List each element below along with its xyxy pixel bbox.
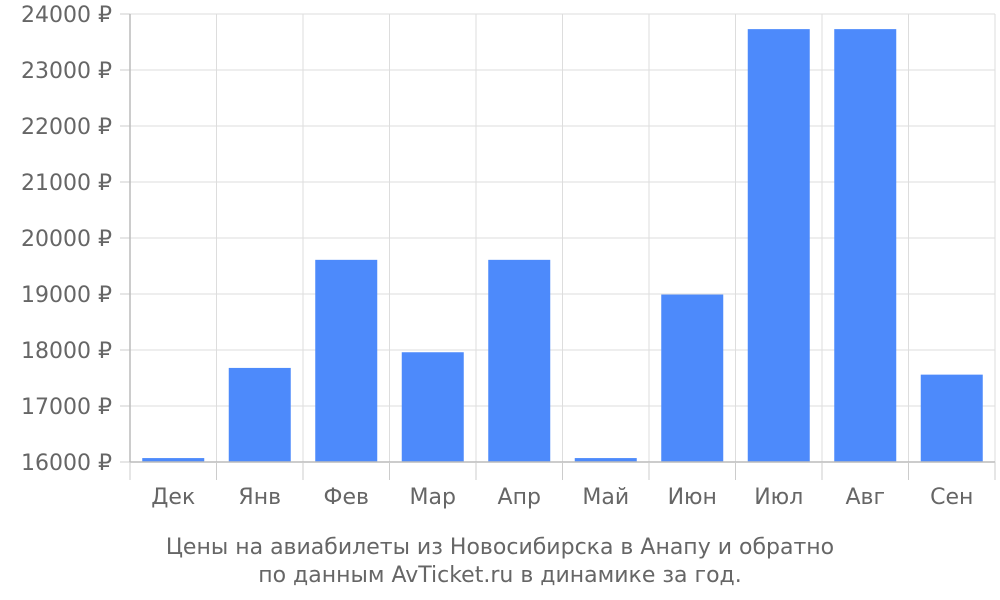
y-axis-labels: 16000 ₽ 17000 ₽ 18000 ₽ 19000 ₽ 20000 ₽ 21000… [21,3,112,476]
bar-Авг [834,29,897,463]
x-tick-label: Апр [498,485,541,510]
x-tick-label: Фев [324,485,369,510]
bar-Сен [920,374,983,462]
y-tick-label: 20000 ₽ [21,227,112,252]
y-tick-label: 18000 ₽ [21,339,112,364]
x-tick-label: Июн [668,485,717,510]
y-tick-label: 23000 ₽ [21,59,112,84]
x-tick-label: Июл [754,485,803,510]
grid-lines [130,13,996,463]
bar-Мар [401,352,464,462]
bar-Апр [488,259,551,462]
x-tick-label: Авг [845,485,885,510]
x-tick-label: Янв [238,485,281,510]
y-tick-label: 19000 ₽ [21,283,112,308]
y-tick-label: 16000 ₽ [21,451,112,476]
x-tick-label: Май [582,485,629,510]
chart-caption-line-1: Цены на авиабилеты из Новосибирска в Ана… [165,535,835,560]
x-tick-label: Сен [930,485,973,510]
bars [142,29,983,463]
x-tick-label: Дек [151,485,195,510]
bar-Июн [661,294,724,462]
bar-Июл [747,29,810,463]
chart-caption-line-2: по данным AvTicket.ru в динамике за год. [258,563,742,588]
y-tick-label: 21000 ₽ [21,171,112,196]
y-tick-label: 22000 ₽ [21,115,112,140]
bar-Дек [142,458,205,462]
x-axis-labels: Дек Янв Фев Мар Апр Май Июн Июл Авг Сен [151,485,973,510]
y-tick-label: 17000 ₽ [21,395,112,420]
bar-Янв [228,367,291,462]
bar-Май [574,458,637,462]
bar-chart: 16000 ₽ 17000 ₽ 18000 ₽ 19000 ₽ 20000 ₽ 21000… [21,3,996,510]
bar-Фев [315,259,378,462]
y-tick-label: 24000 ₽ [21,3,112,28]
x-tick-label: Мар [410,485,456,510]
axes [120,13,996,480]
